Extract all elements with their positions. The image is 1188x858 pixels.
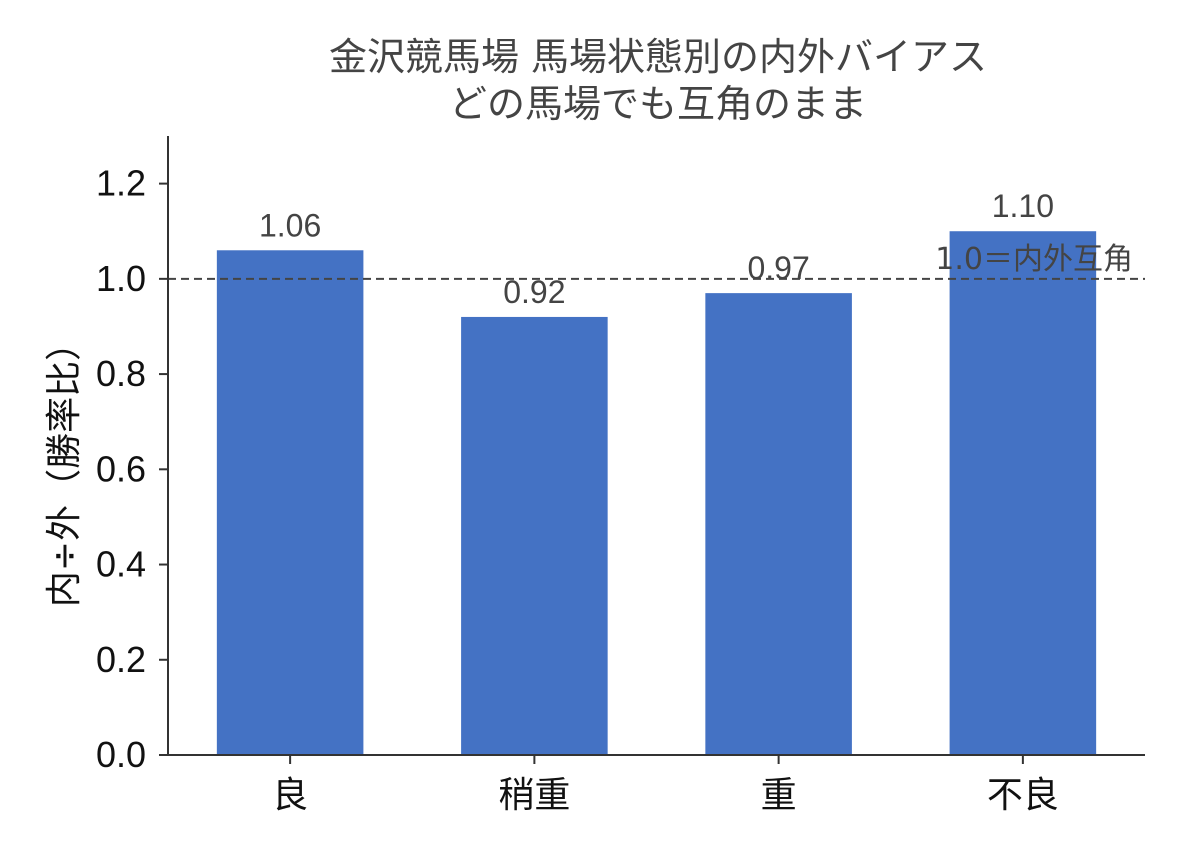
reference-line-group: 1.0＝内外互角 xyxy=(168,242,1145,280)
y-tick-label-1: 0.2 xyxy=(96,639,146,680)
y-axis-label: 内÷外（勝率比） xyxy=(44,325,85,607)
data-label-2: 0.97 xyxy=(747,250,809,286)
y-tick-label-3: 0.6 xyxy=(96,448,146,489)
bar-3 xyxy=(949,231,1097,755)
bar-2 xyxy=(705,293,852,755)
data-label-3: 1.10 xyxy=(992,188,1054,224)
axes-group: 良 稍重 重 不良 0.0 0.2 0.4 0.6 0.8 1.0 1.2 xyxy=(96,136,1145,816)
x-tick-label-2: 重 xyxy=(761,775,797,816)
chart-title: 金沢競馬場 馬場状態別の内外バイアス xyxy=(329,35,987,79)
y-tick-label-0: 0.0 xyxy=(96,734,146,775)
x-tick-label-1: 稍重 xyxy=(498,775,570,816)
x-tick-label-3: 不良 xyxy=(987,775,1059,816)
y-tick-label-4: 0.8 xyxy=(96,353,146,394)
y-tick-label-2: 0.4 xyxy=(96,544,146,585)
bars-group: 1.06 0.92 0.97 1.10 xyxy=(216,188,1097,755)
y-tick-label-5: 1.0 xyxy=(96,258,146,299)
bar-1 xyxy=(461,316,608,755)
y-tick-label-6: 1.2 xyxy=(96,163,146,204)
x-tick-label-0: 良 xyxy=(272,775,308,816)
reference-line-label: 1.0＝内外互角 xyxy=(935,242,1133,277)
data-label-1: 0.92 xyxy=(503,274,565,310)
data-label-0: 1.06 xyxy=(259,207,321,243)
bar-0 xyxy=(216,250,364,755)
chart-subtitle: どの馬場でも互角のまま xyxy=(449,82,867,126)
